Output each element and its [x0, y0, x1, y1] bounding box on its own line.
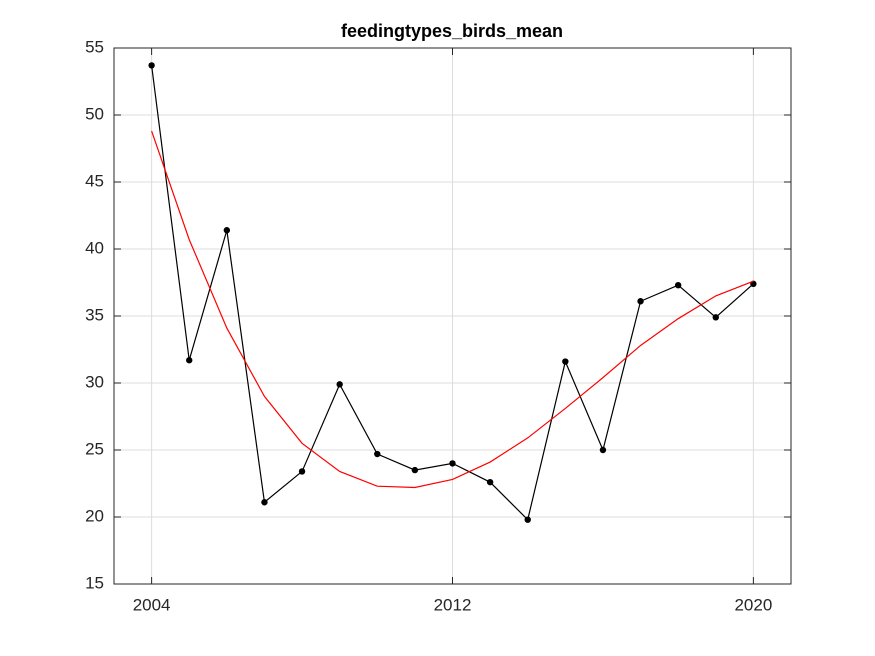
y-tick-label: 45 — [85, 171, 104, 190]
y-tick-label: 40 — [85, 238, 104, 257]
y-tick-label: 20 — [85, 506, 104, 525]
data-point — [186, 357, 193, 364]
y-tick-label: 55 — [85, 37, 104, 56]
data-point — [486, 478, 494, 486]
data-point — [562, 358, 569, 365]
y-tick-label: 30 — [85, 372, 104, 391]
data-point — [674, 281, 682, 289]
data-point — [599, 446, 607, 454]
data-point — [148, 62, 155, 69]
data-point — [449, 460, 456, 467]
data-point — [524, 516, 531, 523]
data-point — [637, 298, 644, 305]
y-tick-label: 25 — [85, 439, 104, 458]
y-tick-label: 50 — [85, 104, 104, 123]
data-point — [712, 314, 719, 321]
chart-title: feedingtypes_birds_mean — [341, 21, 563, 41]
series-line — [151, 130, 754, 489]
y-tick-label: 35 — [85, 305, 104, 324]
plot-frame — [113, 47, 792, 585]
data-point — [261, 499, 268, 506]
data-point — [336, 381, 343, 388]
data-point — [374, 450, 381, 458]
x-tick-label: 2020 — [734, 595, 772, 614]
x-tick-label: 2012 — [434, 595, 472, 614]
data-point — [223, 227, 231, 234]
y-tick-label: 15 — [85, 573, 104, 592]
x-tick-label: 2004 — [133, 595, 171, 614]
data-point — [411, 466, 419, 474]
data-point — [298, 468, 306, 475]
